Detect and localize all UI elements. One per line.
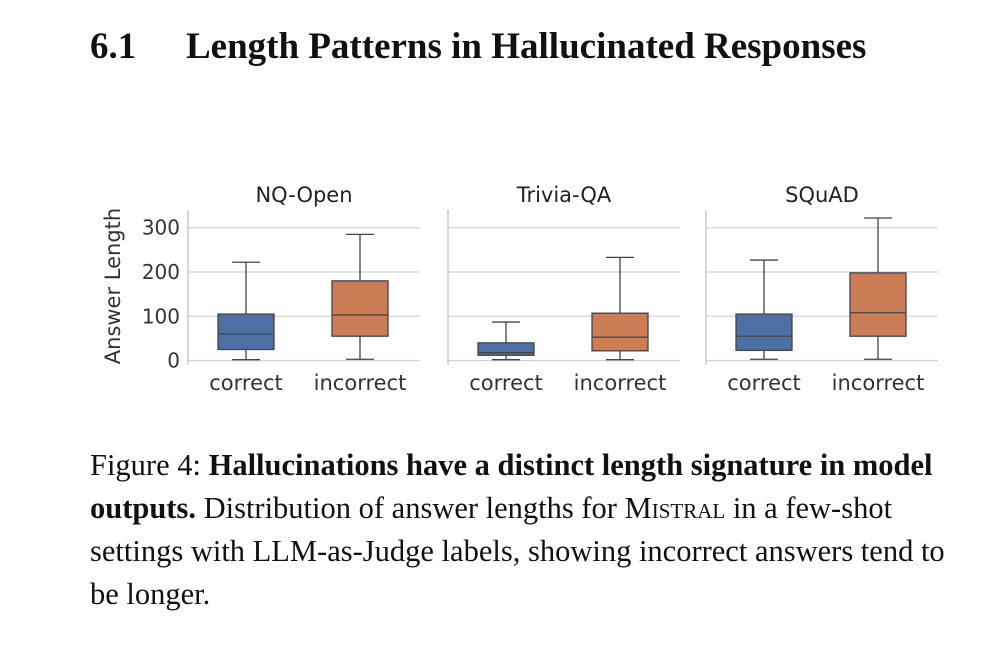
y-tick-label: 300 <box>142 216 180 240</box>
x-tick-label: incorrect <box>314 371 407 395</box>
panel-title: Trivia-QA <box>516 183 612 207</box>
panel-trivia-qa: Trivia-QA correct incorrect <box>447 183 680 395</box>
y-tick-label: 100 <box>142 304 180 328</box>
figure-caption: Figure 4: Hallucinations have a distinct… <box>90 444 960 616</box>
box-iqr <box>591 312 649 352</box>
y-axis-label: Answer Length <box>101 208 125 364</box>
x-tick-label: correct <box>469 371 543 395</box>
caption-bold: Hallucinations have a distinct length si… <box>90 448 933 525</box>
y-tick-label: 0 <box>167 349 180 373</box>
box-correct: correct <box>469 321 543 395</box>
x-tick-label: incorrect <box>574 371 667 395</box>
x-tick-label: correct <box>209 371 283 395</box>
caption-text-1: Distribution of answer lengths for <box>203 491 617 525</box>
caption-text-2: in a few-shot settings with LLM-as-Judge… <box>90 491 945 611</box>
x-tick-label: incorrect <box>832 371 925 395</box>
y-tick-label: 200 <box>142 260 180 284</box>
section-number: 6.1 <box>90 26 137 67</box>
box-incorrect: incorrect <box>832 217 925 395</box>
box-iqr <box>477 342 535 356</box>
box-iqr <box>331 280 389 337</box>
panel-squad: SQuAD correct incorrect <box>705 183 938 395</box>
box-incorrect: incorrect <box>314 233 407 395</box>
panel-title: NQ-Open <box>255 183 352 207</box>
panel-nq-open: NQ-Open 0 100 200 300 correct incorrect <box>142 183 420 395</box>
box-iqr <box>217 313 275 351</box>
box-correct: correct <box>209 261 283 395</box>
box-incorrect: incorrect <box>574 256 667 395</box>
caption-model: Mistral <box>624 491 726 525</box>
box-iqr <box>849 272 907 337</box>
section-title: Length Patterns in Hallucinated Response… <box>186 26 867 67</box>
caption-label: Figure 4: <box>90 448 201 482</box>
box-iqr <box>735 313 793 352</box>
box-correct: correct <box>727 259 801 395</box>
x-tick-label: correct <box>727 371 801 395</box>
panel-title: SQuAD <box>785 183 859 207</box>
